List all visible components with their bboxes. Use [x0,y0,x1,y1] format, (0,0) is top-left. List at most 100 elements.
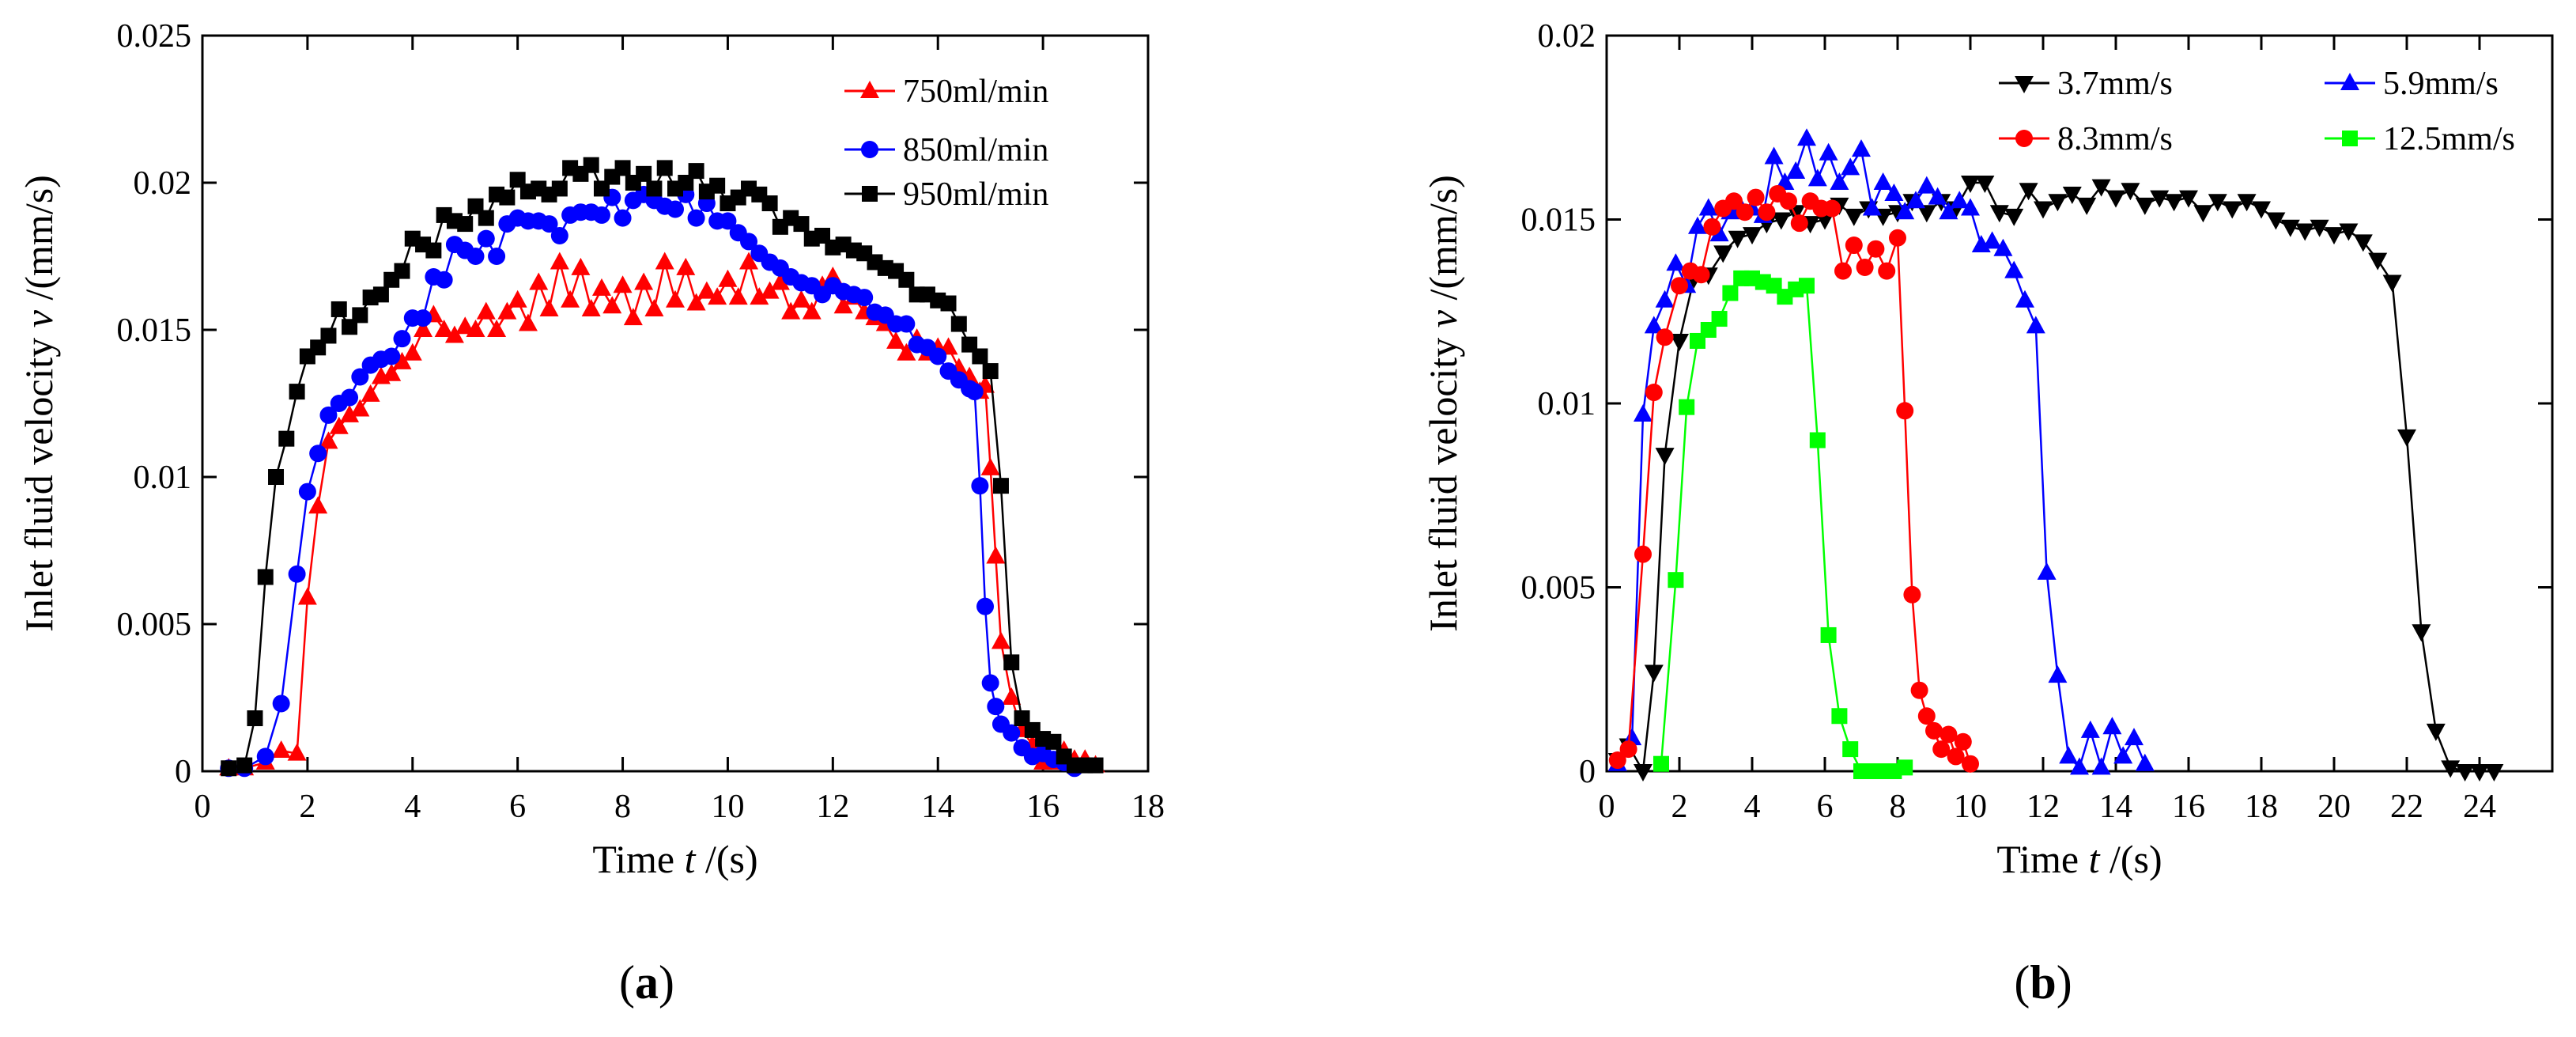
data-point [965,383,984,401]
data-point [1917,176,1936,194]
data-point [972,348,988,365]
data-point [1841,157,1860,176]
y-tick-label: 0 [1579,754,1596,790]
data-point [340,404,360,422]
x-tick-label: 20 [2317,789,2351,825]
data-point [2080,720,2100,738]
x-tick-label: 2 [1671,789,1688,825]
data-point [2397,429,2416,447]
data-point [2135,753,2155,771]
data-point [760,281,780,299]
data-point [414,320,433,337]
data-point [2070,757,2089,775]
data-point [271,740,291,758]
y-tick-label: 0.01 [1538,386,1596,422]
data-point [236,757,253,774]
data-point [1917,707,1936,725]
data-point [1820,626,1837,643]
data-point [529,272,549,290]
series-line [229,192,1075,770]
data-point [488,248,506,265]
data-point [1634,545,1652,563]
data-point [1722,285,1739,301]
data-point [466,248,485,265]
series-850ml/min [220,185,1083,778]
data-point [2125,728,2144,746]
data-point [987,698,1005,716]
series-3.7mm/s [1607,176,2504,782]
data-point [2048,194,2068,212]
data-point [1823,199,1841,218]
data-point [1856,258,1874,276]
legend-item: 750ml/min [844,74,1048,110]
series-750ml/min [219,252,1105,776]
data-point [278,430,295,447]
data-point [1989,205,2009,223]
data-point [833,296,853,314]
legend-item: 5.9mm/s [2325,66,2499,102]
data-point [1884,183,1904,201]
data-point [2106,190,2125,208]
legend-item: 12.5mm/s [2325,121,2515,157]
y-tick-label: 0.015 [1521,202,1596,239]
data-point [1045,733,1062,750]
x-tick-label: 16 [1026,789,1059,825]
legend-marker [2342,131,2358,146]
x-tick-label: 16 [2172,789,2205,825]
data-point [2412,624,2431,642]
data-point [1895,202,1915,220]
data-point [2077,197,2097,215]
data-point [476,301,496,320]
data-point [1954,732,1972,751]
data-point [1679,399,1695,415]
legend-label: 5.9mm/s [2383,66,2499,102]
data-point [2091,179,2111,197]
data-point [372,286,389,303]
data-point [1790,214,1808,233]
data-point [1961,198,1980,216]
data-point [2179,190,2198,208]
data-point [1758,203,1776,221]
data-point [2353,234,2373,252]
data-point [761,195,778,212]
data-point [508,290,527,308]
data-point [856,289,874,307]
data-point [297,587,317,605]
data-point [393,330,411,348]
data-point [329,416,349,434]
data-point [2121,183,2140,201]
data-point [2037,562,2057,580]
data-point [1799,278,1815,294]
series-line [228,163,1096,770]
legend-marker [862,186,878,202]
data-point [2266,212,2286,230]
data-point [950,316,967,332]
data-point [718,269,738,287]
data-point [1736,203,1754,221]
x-tick-label: 10 [711,789,744,825]
data-point [1656,328,1674,346]
x-tick-label: 12 [816,789,849,825]
data-point [1764,146,1784,165]
data-point [444,325,464,343]
data-point [686,293,706,311]
data-point [1807,168,1827,187]
data-point [1852,139,1871,157]
data-point [1786,161,1806,180]
x-tick-label: 6 [509,789,526,825]
x-tick-label: 14 [2099,789,2132,825]
data-point [1655,290,1675,308]
data-point [2426,723,2446,741]
data-point [2325,227,2344,245]
y-tick-label: 0 [175,754,191,790]
data-point [425,242,442,259]
data-point [1644,316,1664,334]
legend: 750ml/min 850ml/min 950ml/min [844,74,1048,213]
x-tick-label: 18 [1131,789,1165,825]
series-8.3mm/s [1608,184,1979,773]
data-point [287,743,307,761]
data-point [2059,746,2079,764]
data-point [614,209,632,227]
x-tick-label: 2 [299,789,315,825]
data-point [434,320,454,337]
